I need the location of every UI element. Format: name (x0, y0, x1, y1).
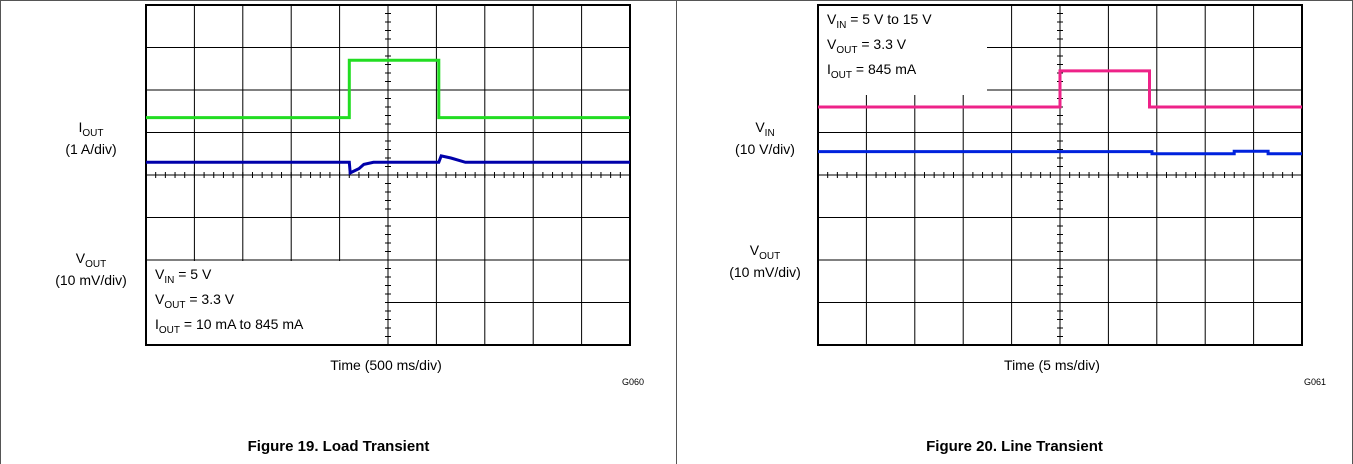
line-transient-scope: VIN = 5 V to 15 V VOUT = 3.3 V IOUT = 845 … (729, 4, 1303, 346)
x-axis-label: Time (5 ms/div) (1004, 357, 1100, 373)
trace-vout (146, 154, 630, 176)
conditions-box (147, 261, 385, 344)
condition-v-out: VOUT = 3.3 V (827, 36, 907, 56)
trace-vin (818, 69, 1302, 109)
x-axis-label: Time (500 ms/div) (330, 357, 442, 373)
svg-text:(1 A/div): (1 A/div) (65, 141, 116, 157)
scope-frame (817, 4, 1303, 346)
svg-text:VIN: VIN (755, 119, 774, 139)
channel1-label: VIN (10 V/div) (735, 119, 795, 157)
load-transient-scope: VIN = 5 V VOUT = 3.3 V IOUT = 10 mA to 845… (55, 4, 631, 346)
condition-v-in: VIN = 5 V to 15 V (827, 11, 932, 31)
figure-caption: Figure 20. Line Transient (926, 438, 1103, 455)
condition-i-out: IOUT = 10 mA to 845 mA (155, 316, 304, 336)
figure-code: G060 (622, 377, 645, 387)
condition-i-out: IOUT = 845 mA (827, 61, 917, 81)
svg-text:VOUT: VOUT (76, 250, 106, 270)
condition-v-out: VOUT = 3.3 V (155, 291, 235, 311)
scope-frame (145, 4, 631, 346)
svg-text:VOUT: VOUT (750, 242, 780, 262)
svg-text:(10 mV/div): (10 mV/div) (55, 272, 127, 288)
channel1-label: IOUT (1 A/div) (65, 119, 116, 157)
figure-code: G061 (1304, 377, 1327, 387)
trace-iout (146, 58, 630, 120)
figure-20-panel: VIN = 5 V to 15 V VOUT = 3.3 V IOUT = 845 … (677, 0, 1353, 464)
svg-text:(10 V/div): (10 V/div) (735, 141, 795, 157)
figure-19-panel: VIN = 5 V VOUT = 3.3 V IOUT = 10 mA to 845… (0, 0, 677, 464)
trace-vout (818, 149, 1302, 156)
figure-caption: Figure 19. Load Transient (247, 438, 430, 455)
channel2-label: VOUT (10 mV/div) (729, 242, 801, 280)
condition-v-in: VIN = 5 V (155, 266, 212, 286)
svg-text:(10 mV/div): (10 mV/div) (729, 264, 801, 280)
channel2-label: VOUT (10 mV/div) (55, 250, 127, 288)
conditions-box (819, 6, 987, 95)
svg-text:IOUT: IOUT (79, 119, 104, 139)
